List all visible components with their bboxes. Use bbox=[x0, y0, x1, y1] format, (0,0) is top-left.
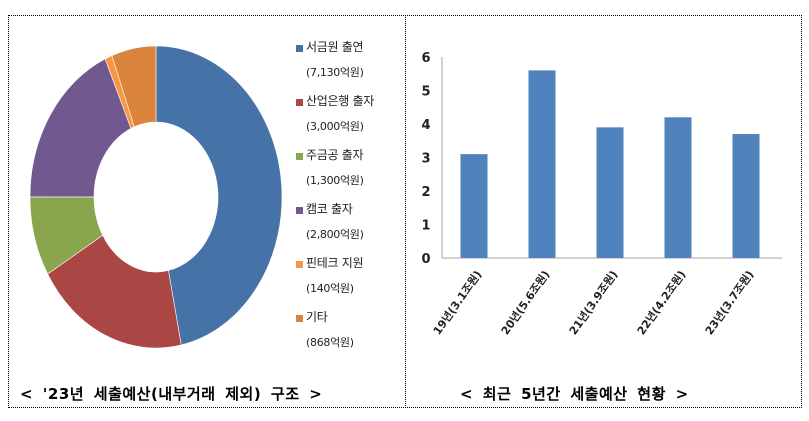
legend-label: 서금원 출연 bbox=[306, 40, 364, 54]
x-tick-label: 21년(3.9조원) bbox=[566, 268, 621, 338]
legend-swatch-icon bbox=[296, 315, 303, 322]
legend-value: (2,800억원) bbox=[306, 228, 364, 241]
donut-slice bbox=[29, 58, 132, 198]
donut-chart-caption: < '23년 세출예산(내부거래 제외) 구조 > bbox=[20, 385, 323, 403]
bar-chart: 0 1 2 3 4 5 6 19년(3.1조원) 20년(5.6조원) 21년(3.9조원) 22년… bbox=[421, 51, 782, 338]
x-tick-label: 19년(3.1조원) bbox=[430, 268, 485, 338]
x-tick-label: 23년(3.7조원) bbox=[702, 268, 757, 338]
legend-swatch-icon bbox=[296, 153, 303, 160]
legend-label: 주금공 출자 bbox=[306, 148, 364, 162]
bar-chart-panel: 0 1 2 3 4 5 6 19년(3.1조원) 20년(5.6조원) 21년(3.9조원) 22년… bbox=[406, 0, 803, 380]
legend-value: (1,300억원) bbox=[306, 174, 364, 187]
legend-value: (7,130억원) bbox=[306, 66, 364, 79]
legend-item: 캠코 출자 (2,800억원) bbox=[296, 200, 406, 254]
y-tick-label: 4 bbox=[421, 118, 430, 133]
legend-item: 기타 (868억원) bbox=[296, 308, 406, 362]
legend-swatch-icon bbox=[296, 45, 303, 52]
bar bbox=[664, 117, 692, 258]
donut-slice bbox=[111, 45, 157, 128]
legend-item: 핀테크 지원 (140억원) bbox=[296, 254, 406, 308]
legend-value: (3,000억원) bbox=[306, 120, 364, 133]
bar bbox=[596, 127, 624, 258]
donut-chart-panel: 서금원 출연 (7,130억원) 산업은행 출자 (3,000억원) 주금공 출자 (1,… bbox=[0, 0, 405, 380]
y-tick-label: 5 bbox=[421, 85, 430, 100]
legend-swatch-icon bbox=[296, 207, 303, 214]
x-tick-label: 22년(4.2조원) bbox=[634, 268, 689, 338]
donut-chart bbox=[29, 45, 283, 349]
bar bbox=[528, 70, 556, 259]
legend-item: 서금원 출연 (7,130억원) bbox=[296, 38, 406, 92]
donut-legend: 서금원 출연 (7,130억원) 산업은행 출자 (3,000억원) 주금공 출자 (1,… bbox=[296, 38, 406, 362]
legend-label: 기타 bbox=[306, 310, 328, 324]
legend-value: (868억원) bbox=[306, 336, 354, 349]
bar bbox=[732, 134, 760, 258]
y-tick-label: 6 bbox=[421, 51, 430, 66]
bar-chart-caption: < 최근 5년간 세출예산 현황 > bbox=[460, 385, 689, 403]
legend-swatch-icon bbox=[296, 99, 303, 106]
panel-divider bbox=[405, 15, 406, 408]
donut-slice bbox=[155, 45, 283, 346]
legend-value: (140억원) bbox=[306, 282, 354, 295]
y-tick-label: 1 bbox=[421, 219, 430, 234]
legend-item: 주금공 출자 (1,300억원) bbox=[296, 146, 406, 200]
bar bbox=[460, 154, 488, 258]
x-tick-label: 20년(5.6조원) bbox=[498, 268, 553, 338]
legend-label: 캠코 출자 bbox=[306, 202, 353, 216]
legend-label: 핀테크 지원 bbox=[306, 256, 364, 270]
y-tick-label: 2 bbox=[421, 185, 430, 200]
legend-label: 산업은행 출자 bbox=[306, 94, 374, 108]
donut-slice bbox=[47, 234, 182, 349]
y-tick-label: 0 bbox=[421, 252, 430, 267]
legend-item: 산업은행 출자 (3,000억원) bbox=[296, 92, 406, 146]
legend-swatch-icon bbox=[296, 261, 303, 268]
y-tick-label: 3 bbox=[421, 152, 430, 167]
